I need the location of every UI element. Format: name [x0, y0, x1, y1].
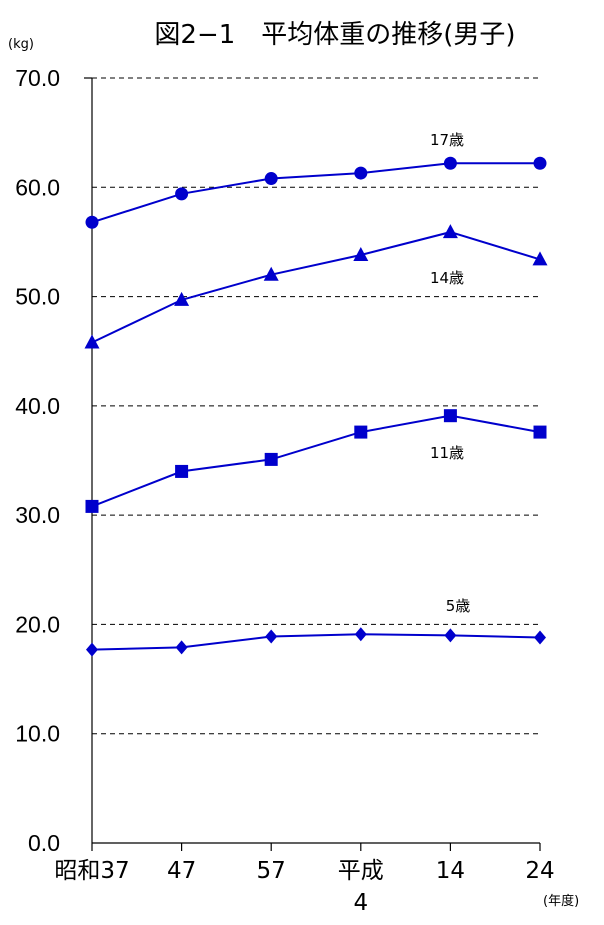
y-tick-labels: 0.0 10.0 20.0 30.0 40.0 50.0 60.0 70.0: [15, 65, 60, 856]
x-tick-label: 4: [353, 890, 368, 916]
data-point-diamond: [86, 642, 98, 657]
series-label: 14歳: [430, 269, 464, 287]
y-tick-label: 50.0: [15, 284, 60, 310]
data-point-diamond: [265, 629, 278, 644]
data-point-diamond: [534, 630, 546, 645]
data-point-square: [354, 425, 368, 439]
series-line: [91, 633, 541, 651]
y-tick-label: 70.0: [15, 65, 60, 91]
series-label: 5歳: [446, 597, 471, 615]
x-tick-label: 24: [525, 858, 554, 884]
data-point-circle: [264, 172, 278, 186]
data-point-triangle: [84, 334, 100, 349]
series-labels: 17歳 14歳 11歳 5歳: [430, 131, 470, 615]
x-tick-labels: 昭和37 47 57 平成 4 14 24: [54, 858, 554, 916]
grid-lines: [92, 77, 540, 735]
data-point-diamond: [354, 627, 367, 642]
y-tick-label: 40.0: [15, 393, 60, 419]
series-line: [91, 414, 541, 508]
data-point-square: [175, 464, 189, 478]
data-point-diamond: [175, 640, 188, 655]
data-point-square: [85, 499, 99, 513]
series-label: 11歳: [430, 444, 464, 462]
data-point-diamond: [444, 628, 457, 643]
data-point-square: [264, 452, 278, 466]
chart-title: 図2−1 平均体重の推移(男子): [154, 20, 515, 50]
series-group: [84, 156, 548, 657]
data-point-circle: [175, 187, 189, 201]
data-point-triangle: [174, 291, 190, 306]
data-point-triangle: [532, 251, 548, 266]
x-tick-label: 14: [436, 858, 465, 884]
data-point-triangle: [353, 247, 369, 262]
y-axis-unit: (kg): [8, 37, 34, 52]
data-point-circle: [533, 156, 547, 170]
y-tick-label: 30.0: [15, 502, 60, 528]
data-point-triangle: [442, 224, 458, 239]
x-tick-label: 57: [257, 858, 286, 884]
data-point-circle: [85, 215, 99, 229]
series-line: [91, 231, 541, 344]
y-tick-label: 10.0: [15, 721, 60, 747]
series-label: 17歳: [430, 131, 464, 149]
y-tick-label: 20.0: [15, 611, 60, 637]
data-point-triangle: [263, 266, 279, 281]
data-point-circle: [443, 156, 457, 170]
x-axis-unit: (年度): [543, 893, 579, 909]
x-tick-label: 47: [167, 858, 196, 884]
series-line: [91, 162, 540, 224]
data-point-circle: [354, 166, 368, 180]
y-tick-label: 0.0: [28, 830, 60, 856]
x-tick-label: 昭和37: [54, 858, 129, 884]
data-point-square: [443, 409, 457, 423]
y-tick-label: 60.0: [15, 174, 60, 200]
x-tick-label: 平成: [338, 858, 384, 884]
data-point-square: [533, 425, 547, 439]
axes: [84, 77, 541, 851]
